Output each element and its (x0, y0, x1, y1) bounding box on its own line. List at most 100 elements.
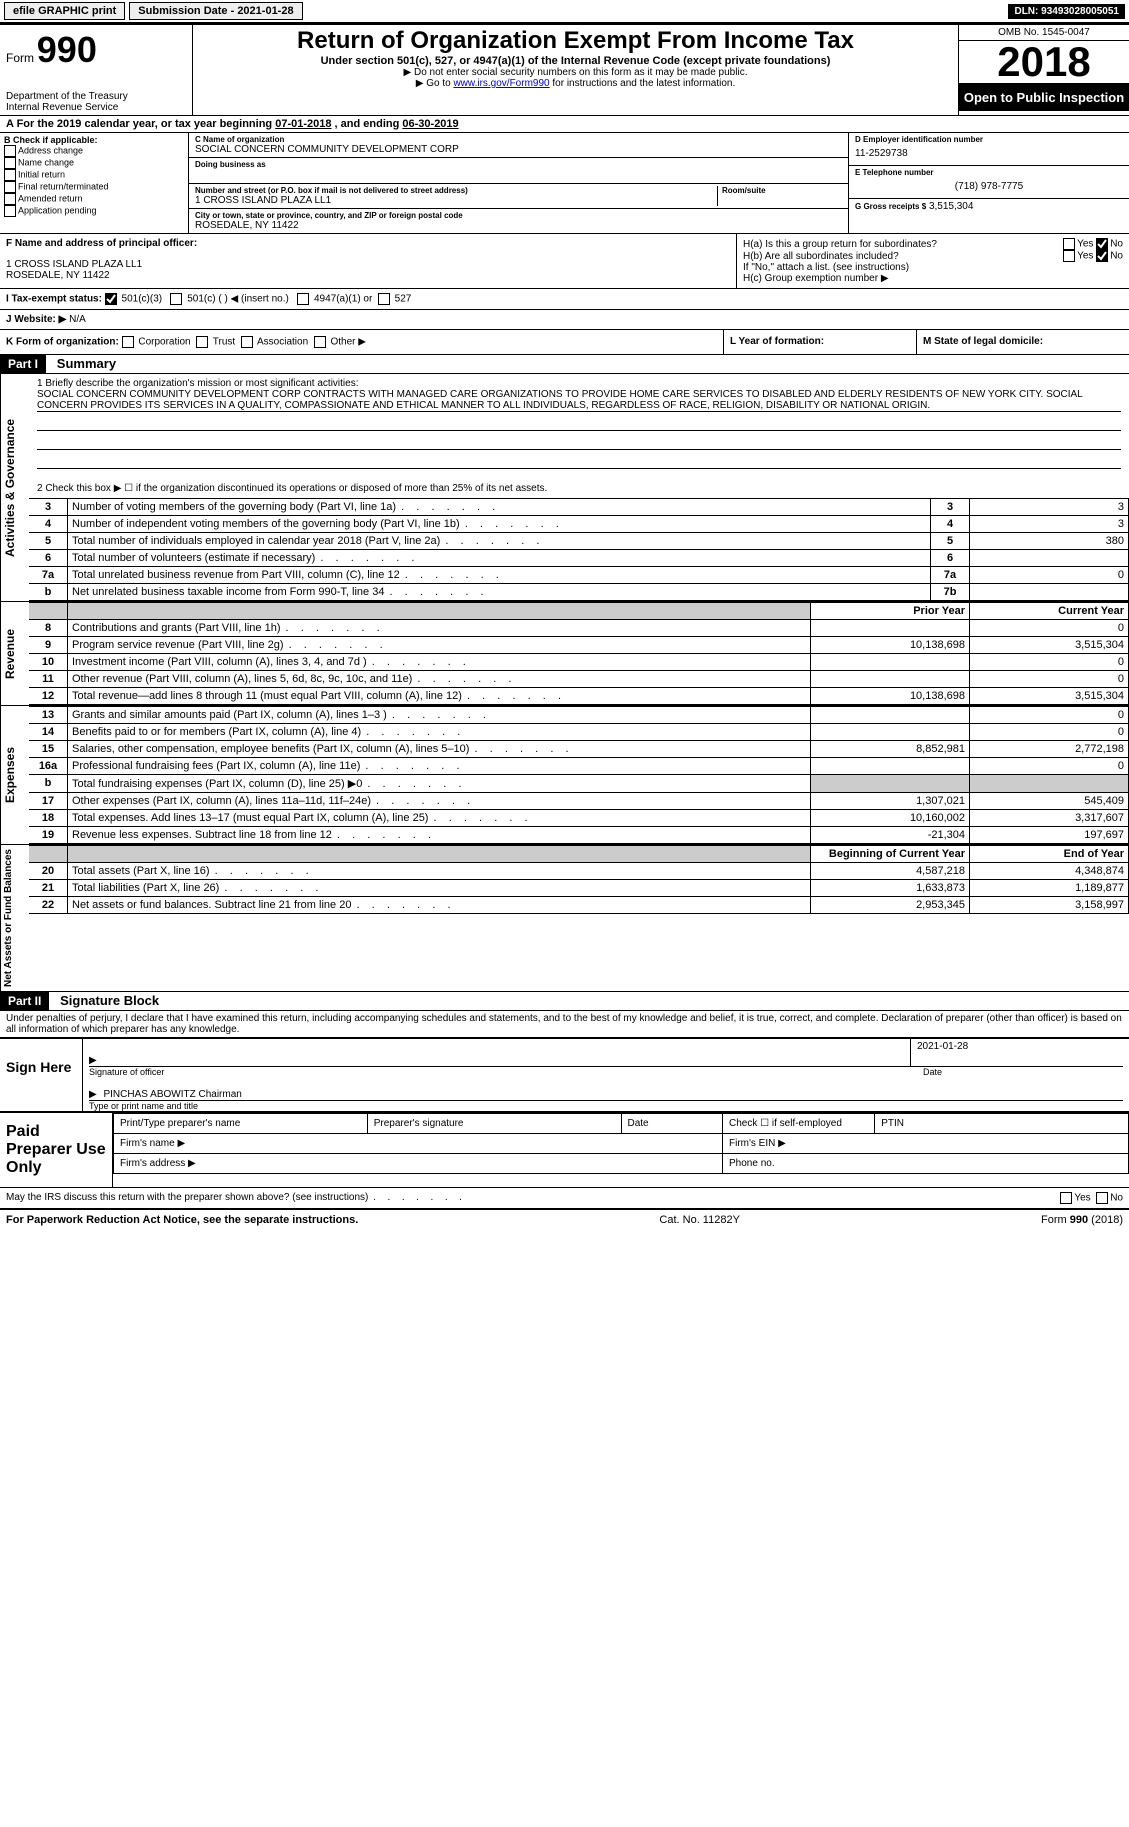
form-prefix: Form (6, 51, 34, 65)
period-line: A For the 2019 calendar year, or tax yea… (0, 115, 1129, 132)
box-b-title: B Check if applicable: (4, 135, 184, 145)
checkbox-address-change[interactable] (4, 145, 16, 157)
state-domicile-label: M State of legal domicile: (923, 336, 1043, 347)
dln-label: DLN: 93493028005051 (1008, 4, 1125, 19)
footer-right: Form 990 (2018) (1041, 1214, 1123, 1226)
footer-mid: Cat. No. 11282Y (659, 1214, 740, 1226)
submission-date-button[interactable]: Submission Date - 2021-01-28 (129, 2, 302, 20)
pp-sig-label: Preparer's signature (367, 1114, 621, 1134)
activities-governance: Activities & Governance 1 Briefly descri… (0, 373, 1129, 601)
ha-no-lbl: No (1110, 239, 1123, 250)
discuss-label: May the IRS discuss this return with the… (6, 1192, 464, 1204)
checkbox-final-return[interactable] (4, 181, 16, 193)
ha-no[interactable] (1096, 238, 1108, 250)
org-name: SOCIAL CONCERN COMMUNITY DEVELOPMENT COR… (195, 144, 842, 155)
efile-button[interactable]: efile GRAPHIC print (4, 2, 125, 20)
sig-officer-label: Signature of officer (89, 1067, 923, 1077)
discuss-no[interactable] (1096, 1192, 1108, 1204)
box-b: B Check if applicable: Address change Na… (0, 133, 189, 233)
phone-value: (718) 978-7775 (855, 177, 1123, 196)
opt-initial-return: Initial return (18, 169, 65, 179)
hb-no[interactable] (1096, 250, 1108, 262)
pp-check-label: Check ☐ if self-employed (723, 1114, 875, 1134)
officer-name: PINCHAS ABOWITZ Chairman (103, 1089, 241, 1100)
revenue-section: Revenue Prior YearCurrent Year8 Contribu… (0, 601, 1129, 705)
opt-501c3: 501(c)(3) (122, 294, 163, 305)
cb-501c[interactable] (170, 293, 182, 305)
klm-row: K Form of organization: Corporation Trus… (0, 329, 1129, 354)
rev-table: Prior YearCurrent Year8 Contributions an… (29, 602, 1129, 705)
box-h: H(a) Is this a group return for subordin… (737, 234, 1129, 288)
ein-label: D Employer identification number (855, 135, 1123, 144)
na-table: Beginning of Current YearEnd of Year20 T… (29, 845, 1129, 914)
footer-left: For Paperwork Reduction Act Notice, see … (6, 1214, 358, 1226)
part2-header: Part II (0, 992, 49, 1010)
preparer-table: Print/Type preparer's name Preparer's si… (113, 1113, 1129, 1174)
ha-label: H(a) Is this a group return for subordin… (743, 239, 1063, 250)
discuss-no-lbl: No (1110, 1193, 1123, 1204)
vlabel-exp: Expenses (0, 706, 29, 844)
part2-title: Signature Block (52, 993, 159, 1008)
website-label: J Website: ▶ (6, 314, 66, 325)
checkbox-initial-return[interactable] (4, 169, 16, 181)
checkbox-amended-return[interactable] (4, 193, 16, 205)
hb-yes[interactable] (1063, 250, 1075, 262)
q2-label: 2 Check this box ▶ ☐ if the organization… (29, 479, 1129, 498)
checkbox-name-change[interactable] (4, 157, 16, 169)
q1-label: 1 Briefly describe the organization's mi… (37, 378, 1121, 389)
sig-arrow-icon (89, 1055, 101, 1066)
checkbox-application-pending[interactable] (4, 205, 16, 217)
part1-title: Summary (49, 356, 116, 371)
cb-501c3[interactable] (105, 293, 117, 305)
period-text-a: A For the 2019 calendar year, or tax yea… (6, 118, 275, 130)
org-city: ROSEDALE, NY 11422 (195, 220, 842, 231)
form-note1: ▶ Do not enter social security numbers o… (201, 67, 950, 78)
sig-date-label: Date (923, 1067, 1123, 1077)
gross-label: G Gross receipts $ (855, 202, 926, 211)
hb-yes-lbl: Yes (1077, 251, 1093, 262)
header-left: Form 990 Department of the Treasury Inte… (0, 25, 193, 115)
cb-other[interactable] (314, 336, 326, 348)
cb-527[interactable] (378, 293, 390, 305)
opt-address-change: Address change (18, 145, 83, 155)
firm-addr-label: Firm's address ▶ (114, 1154, 723, 1174)
officer-addr1: 1 CROSS ISLAND PLAZA LL1 (6, 259, 730, 270)
ha-yes[interactable] (1063, 238, 1075, 250)
opt-4947: 4947(a)(1) or (314, 294, 372, 305)
city-label: City or town, state or province, country… (195, 211, 842, 220)
discuss-yes-lbl: Yes (1074, 1193, 1090, 1204)
officer-label: F Name and address of principal officer: (6, 238, 730, 249)
tax-year: 2018 (959, 41, 1129, 84)
discuss-yes[interactable] (1060, 1192, 1072, 1204)
period-end: 06-30-2019 (402, 118, 458, 130)
part1-header: Part I (0, 355, 46, 373)
box-deg: D Employer identification number 11-2529… (848, 133, 1129, 233)
period-begin: 07-01-2018 (275, 118, 331, 130)
cb-4947[interactable] (297, 293, 309, 305)
pp-name-label: Print/Type preparer's name (114, 1114, 368, 1134)
open-public-badge: Open to Public Inspection (959, 84, 1129, 111)
instructions-link[interactable]: www.irs.gov/Form990 (453, 78, 549, 89)
dept-line1: Department of the Treasury (6, 91, 186, 102)
opt-final-return: Final return/terminated (18, 181, 109, 191)
top-bar: efile GRAPHIC print Submission Date - 20… (0, 0, 1129, 22)
ha-yes-lbl: Yes (1077, 239, 1093, 250)
firm-name-label: Firm's name ▶ (114, 1134, 723, 1154)
note2-pre: ▶ Go to (416, 78, 454, 89)
exp-table: 13 Grants and similar amounts paid (Part… (29, 706, 1129, 844)
fh-section: F Name and address of principal officer:… (0, 233, 1129, 288)
part2-header-row: Part II Signature Block (0, 991, 1129, 1010)
part1-header-row: Part I Summary (0, 354, 1129, 373)
name-label: C Name of organization (195, 135, 842, 144)
tax-status-label: I Tax-exempt status: (6, 294, 102, 305)
cb-corp[interactable] (122, 336, 134, 348)
opt-assoc: Association (257, 337, 308, 348)
cb-assoc[interactable] (241, 336, 253, 348)
sign-here-label: Sign Here (0, 1039, 83, 1111)
paid-preparer-label: Paid Preparer Use Only (0, 1113, 113, 1187)
opt-name-change: Name change (18, 157, 74, 167)
opt-trust: Trust (213, 337, 235, 348)
firm-phone-label: Phone no. (723, 1154, 1129, 1174)
cb-trust[interactable] (196, 336, 208, 348)
h-note: If "No," attach a list. (see instruction… (743, 262, 1123, 273)
